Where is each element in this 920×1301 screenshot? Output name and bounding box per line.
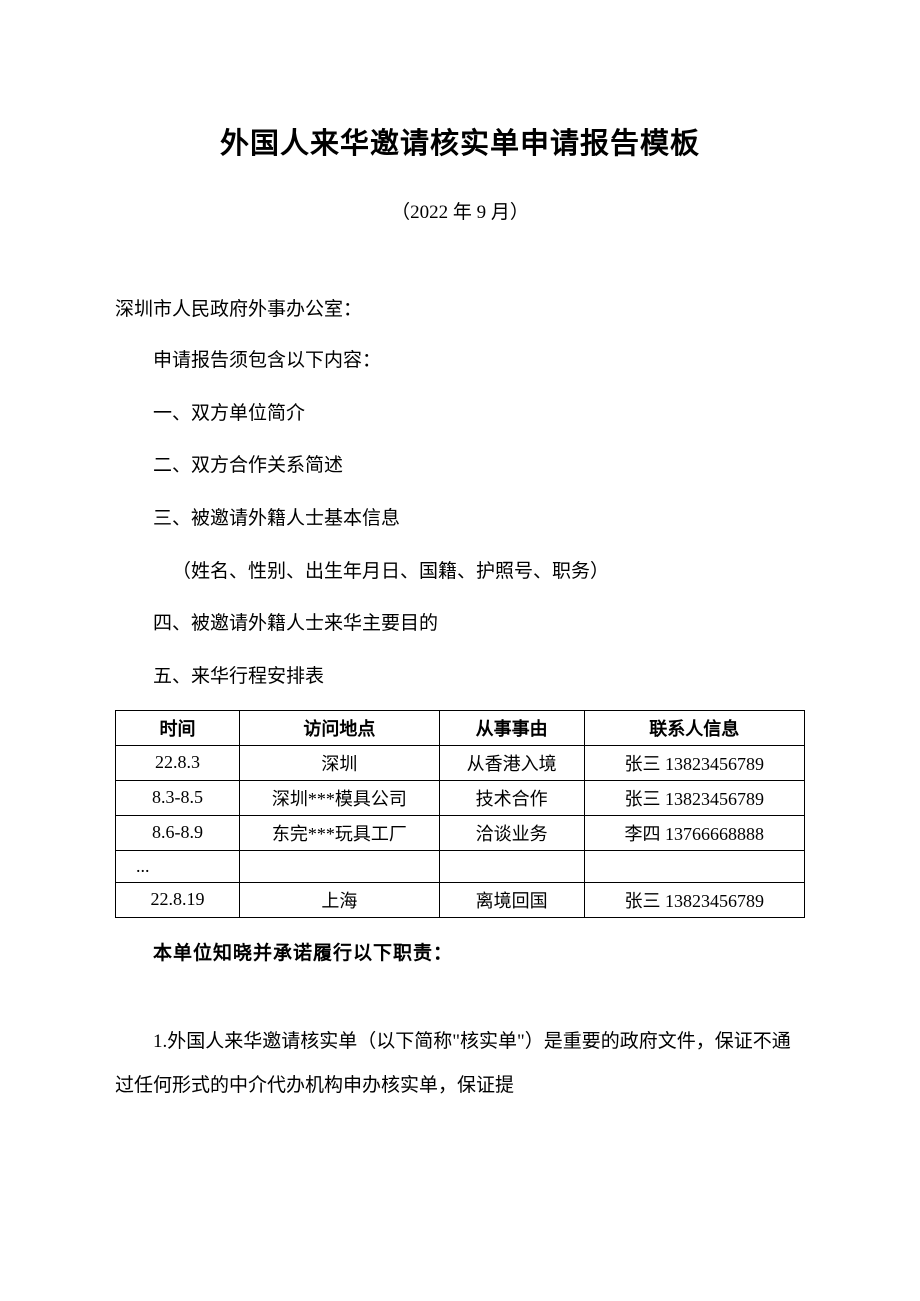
cell-place: 上海	[240, 882, 440, 917]
cell-time: 22.8.19	[116, 882, 240, 917]
cell-contact: 张三 13823456789	[584, 745, 805, 780]
document-title: 外国人来华邀请核实单申请报告模板	[115, 120, 805, 162]
table-row: 8.6-8.9 东完***玩具工厂 洽谈业务 李四 13766668888	[116, 815, 805, 850]
cell-time: 22.8.3	[116, 745, 240, 780]
intro-paragraph: 申请报告须包含以下内容：	[115, 349, 805, 374]
itinerary-table: 时间 访问地点 从事事由 联系人信息 22.8.3 深圳 从香港入境 张三 13…	[115, 710, 805, 918]
section-one: 一、双方单位简介	[115, 402, 805, 427]
cell-contact: 张三 13823456789	[584, 882, 805, 917]
itinerary-table-container: 时间 访问地点 从事事由 联系人信息 22.8.3 深圳 从香港入境 张三 13…	[115, 710, 805, 918]
cell-contact: 张三 13823456789	[584, 780, 805, 815]
section-five: 五、来华行程安排表	[115, 665, 805, 690]
table-row: 22.8.3 深圳 从香港入境 张三 13823456789	[116, 745, 805, 780]
cell-place: 深圳***模具公司	[240, 780, 440, 815]
table-row: ...	[116, 850, 805, 882]
commitment-header: 本单位知晓并承诺履行以下职责：	[115, 938, 805, 965]
cell-contact: 李四 13766668888	[584, 815, 805, 850]
cell-time: ...	[116, 850, 240, 882]
document-subtitle: （2022 年 9 月）	[115, 197, 805, 224]
section-three: 三、被邀请外籍人士基本信息	[115, 507, 805, 532]
header-reason: 从事事由	[439, 710, 584, 745]
cell-reason: 技术合作	[439, 780, 584, 815]
cell-time: 8.3-8.5	[116, 780, 240, 815]
table-row: 22.8.19 上海 离境回国 张三 13823456789	[116, 882, 805, 917]
cell-reason: 离境回国	[439, 882, 584, 917]
cell-reason	[439, 850, 584, 882]
cell-contact	[584, 850, 805, 882]
table-header-row: 时间 访问地点 从事事由 联系人信息	[116, 710, 805, 745]
cell-place: 深圳	[240, 745, 440, 780]
cell-place: 东完***玩具工厂	[240, 815, 440, 850]
header-contact: 联系人信息	[584, 710, 805, 745]
addressee: 深圳市人民政府外事办公室：	[115, 294, 805, 321]
cell-reason: 洽谈业务	[439, 815, 584, 850]
header-time: 时间	[116, 710, 240, 745]
cell-time: 8.6-8.9	[116, 815, 240, 850]
cell-place	[240, 850, 440, 882]
header-place: 访问地点	[240, 710, 440, 745]
cell-reason: 从香港入境	[439, 745, 584, 780]
table-row: 8.3-8.5 深圳***模具公司 技术合作 张三 13823456789	[116, 780, 805, 815]
section-four: 四、被邀请外籍人士来华主要目的	[115, 612, 805, 637]
commitment-item-1: 1.外国人来华邀请核实单（以下简称"核实单"）是重要的政府文件，保证不通过任何形…	[115, 1020, 805, 1107]
section-two: 二、双方合作关系简述	[115, 454, 805, 479]
section-three-sub: （姓名、性别、出生年月日、国籍、护照号、职务）	[115, 560, 805, 585]
